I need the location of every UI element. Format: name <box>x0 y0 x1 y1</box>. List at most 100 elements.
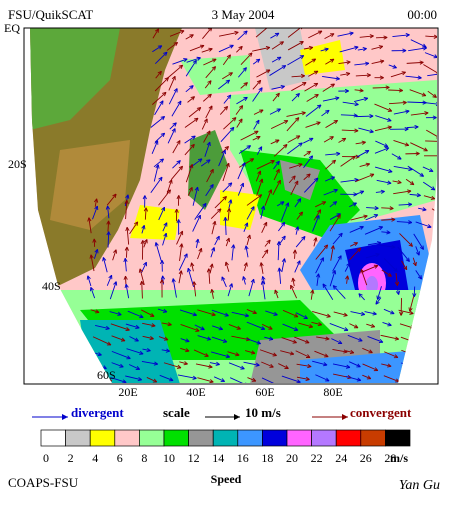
colorbar-unit: m/s <box>390 451 408 465</box>
wind-arrow-head <box>433 337 437 340</box>
colorbar-tick: 12 <box>188 451 200 465</box>
lon-label: 40E <box>186 385 205 399</box>
colorbar-box <box>336 430 361 446</box>
wind-arrow-head <box>429 353 433 356</box>
wind-arrow-head <box>406 363 410 366</box>
wind-arrow <box>356 116 373 117</box>
wind-arrow <box>425 141 443 142</box>
colorbar-box <box>41 430 66 446</box>
wind-arrow <box>416 311 431 318</box>
wind-arrow <box>435 336 447 339</box>
wind-arrow <box>435 350 448 354</box>
wind-arrow-head <box>446 253 450 257</box>
wind-arrow-head <box>439 154 443 157</box>
wind-arrow-head <box>424 377 428 380</box>
wind-arrow <box>433 285 435 293</box>
colorbar-box <box>262 430 287 446</box>
wind-arrow <box>388 90 403 91</box>
signature: Yan Gu <box>399 478 440 493</box>
colorbar-tick: 4 <box>92 451 98 465</box>
wind-arrow <box>415 326 432 332</box>
colorbar-tick: 8 <box>141 451 147 465</box>
lon-label: 80E <box>323 385 342 399</box>
header-date: 3 May 2004 <box>212 7 275 22</box>
legend-arrow <box>342 414 348 420</box>
wind-arrow <box>373 87 390 88</box>
legend-scale: scale <box>163 405 190 420</box>
legend-divergent: divergent <box>71 405 124 420</box>
colorbar-box <box>189 430 214 446</box>
colorbar-tick: 6 <box>117 451 123 465</box>
colorbar-tick: 22 <box>311 451 323 465</box>
wind-arrow <box>401 375 417 380</box>
colorbar-box <box>66 430 91 446</box>
colorbar-tick: 26 <box>360 451 372 465</box>
colorbar-box <box>213 430 238 446</box>
colorbar-box <box>312 430 337 446</box>
colorbar-box <box>164 430 189 446</box>
colorbar-label: Speed <box>211 472 242 486</box>
lat-label: 20S <box>8 157 27 171</box>
wind-arrow <box>435 219 446 228</box>
wind-arrow-head <box>445 351 449 354</box>
colorbar-tick: 0 <box>43 451 49 465</box>
wind-arrow-head <box>443 224 447 228</box>
colorbar-box <box>115 430 140 446</box>
wind-arrow <box>418 336 436 340</box>
colorbar-tick: 10 <box>163 451 175 465</box>
wind-arrow <box>433 258 446 270</box>
colorbar-tick: 2 <box>68 451 74 465</box>
legend-convergent: convergent <box>350 405 412 420</box>
wind-arrow-head <box>432 289 435 293</box>
legend-arrow <box>62 414 68 420</box>
colorbar-tick: 24 <box>335 451 347 465</box>
wind-arrow-head <box>431 364 435 367</box>
wind-arrow-head <box>409 352 413 355</box>
wind-arrow <box>418 362 434 366</box>
lat-label: 60S <box>97 368 116 382</box>
legend-arrow <box>234 414 240 420</box>
colorbar-box <box>361 430 386 446</box>
colorbar-box <box>238 430 263 446</box>
lat-label: EQ <box>4 21 20 35</box>
wind-arrow <box>435 245 449 257</box>
header-time: 00:00 <box>407 7 437 22</box>
wind-arrow <box>435 364 449 367</box>
colorbar-box <box>139 430 164 446</box>
header-left: FSU/QuikSCAT <box>8 7 93 22</box>
lon-label: 60E <box>255 385 274 399</box>
wind-arrow-head <box>413 378 417 381</box>
wind-arrow <box>427 300 434 313</box>
wind-arrow-head <box>267 24 271 28</box>
wind-arrow-head <box>444 216 448 219</box>
lat-label: 40S <box>42 279 61 293</box>
colorbar-tick: 18 <box>261 451 273 465</box>
wind-arrow <box>415 375 429 380</box>
wind-arrow <box>108 232 109 248</box>
colorbar-tick: 20 <box>286 451 298 465</box>
wind-arrow <box>433 233 441 247</box>
wind-arrow-head <box>442 266 446 270</box>
wind-arrow-head <box>410 339 414 342</box>
legend-scale-value: 10 m/s <box>245 405 281 420</box>
colorbar-tick: 16 <box>237 451 249 465</box>
colorbar-box <box>90 430 115 446</box>
wind-arrow-head <box>441 325 445 328</box>
colorbar-box <box>287 430 312 446</box>
wind-arrow-head <box>441 72 445 75</box>
wind-arrow <box>432 209 448 219</box>
wind-arrow-head <box>428 329 432 332</box>
wind-arrow <box>416 349 433 356</box>
lon-label: 20E <box>118 385 137 399</box>
wind-arrow-head <box>427 315 431 318</box>
wind-arrow <box>434 310 450 314</box>
legend: divergent scale 10 m/s convergent <box>32 405 412 420</box>
footer-left: COAPS-FSU <box>8 475 79 490</box>
wind-arrow-head <box>443 336 447 339</box>
colorbar-box <box>385 430 410 446</box>
map-field <box>24 28 438 384</box>
wind-arrow <box>435 325 445 328</box>
colorbar-tick: 14 <box>212 451 224 465</box>
wind-arrow-head <box>443 377 447 380</box>
